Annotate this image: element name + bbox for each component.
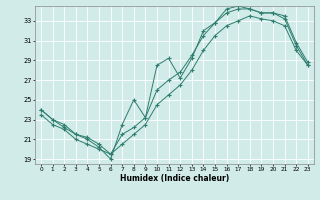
X-axis label: Humidex (Indice chaleur): Humidex (Indice chaleur)	[120, 174, 229, 183]
